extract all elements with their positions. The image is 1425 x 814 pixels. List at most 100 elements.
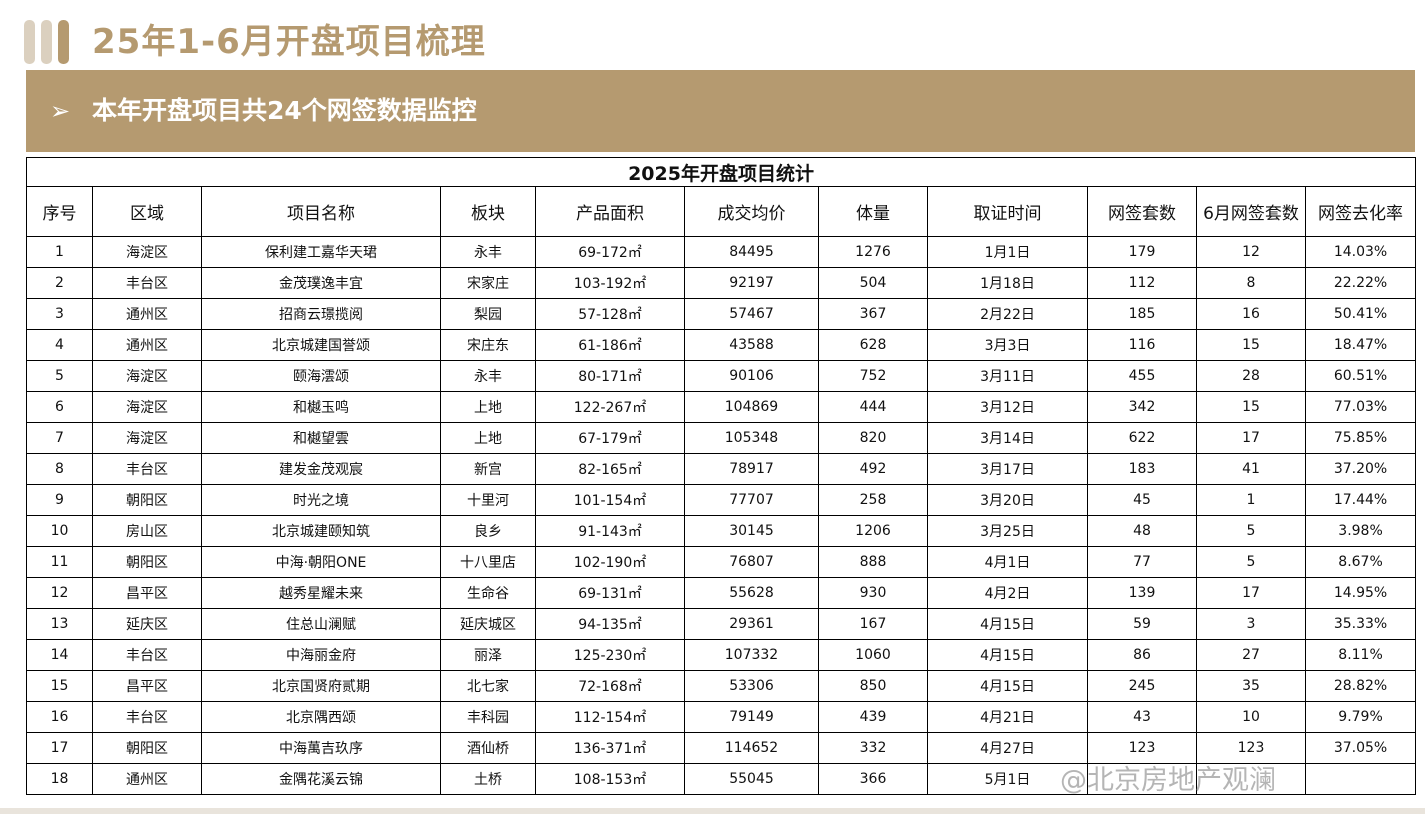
table-cell: 4月15日: [927, 639, 1088, 671]
table-cell: 海淀区: [92, 360, 202, 392]
column-header: 项目名称: [201, 186, 441, 237]
table-row: 10 房山区 北京城建颐知筑 良乡 91-143㎡ 30145 1206 3月25日 48 5 3.…: [26, 515, 1417, 547]
banner-text: 本年开盘项目共24个网签数据监控: [92, 96, 477, 125]
table-cell: 439: [818, 701, 928, 733]
table-cell: 30145: [684, 515, 819, 547]
table-cell: 628: [818, 329, 928, 361]
table-cell: 77: [1087, 546, 1197, 578]
table-cell: 12: [26, 577, 93, 609]
table-cell: 永丰: [440, 236, 536, 268]
table-cell: 北京城建国誉颂: [201, 329, 441, 361]
table-cell: 新宫: [440, 453, 536, 485]
table-cell: 15: [1196, 329, 1306, 361]
table-cell: 78917: [684, 453, 819, 485]
column-header: 板块: [440, 186, 536, 237]
table-cell: 颐海澐颂: [201, 360, 441, 392]
table-cell: 125-230㎡: [535, 639, 685, 671]
table-cell: 中海丽金府: [201, 639, 441, 671]
table-cell: 4月27日: [927, 732, 1088, 764]
table-cell: 37.05%: [1304, 732, 1417, 764]
table-cell: 延庆城区: [440, 608, 536, 640]
table-cell: 185: [1087, 298, 1197, 330]
table-cell: 8: [1196, 267, 1306, 299]
table-cell: 1月1日: [927, 236, 1088, 268]
table-cell: 7: [26, 422, 93, 454]
table-cell: 123: [1196, 732, 1306, 764]
table-cell: 14.95%: [1304, 577, 1417, 609]
table-cell: 366: [818, 763, 928, 795]
table-cell: 6: [26, 391, 93, 423]
table-body: 1 海淀区 保利建工嘉华天珺 永丰 69-172㎡ 84495 1276 1月1日 179 12 1…: [26, 236, 1417, 795]
table-cell: 86: [1087, 639, 1197, 671]
table-row: 1 海淀区 保利建工嘉华天珺 永丰 69-172㎡ 84495 1276 1月1日 179 12 1…: [26, 236, 1417, 268]
table-cell: 69-131㎡: [535, 577, 685, 609]
table-cell: 55045: [684, 763, 819, 795]
table-cell: 28.82%: [1304, 670, 1417, 702]
table-cell: 金茂璞逸丰宜: [201, 267, 441, 299]
table-cell: 北京隅西颂: [201, 701, 441, 733]
table-cell: 延庆区: [92, 608, 202, 640]
table-cell: 444: [818, 391, 928, 423]
table-cell: 4月21日: [927, 701, 1088, 733]
table-cell: 455: [1087, 360, 1197, 392]
table-cell: 850: [818, 670, 928, 702]
table-cell: 和樾望雲: [201, 422, 441, 454]
table-cell: 上地: [440, 422, 536, 454]
table-cell: 招商云璟揽阅: [201, 298, 441, 330]
table-cell: 5: [1196, 515, 1306, 547]
table-row: 11 朝阳区 中海·朝阳ONE 十八里店 102-190㎡ 76807 888 4月1日 77 5…: [26, 546, 1417, 578]
table-row: 6 海淀区 和樾玉鸣 上地 122-267㎡ 104869 444 3月12日 342 15 77.…: [26, 391, 1417, 423]
table-cell: 179: [1087, 236, 1197, 268]
table-cell: 1060: [818, 639, 928, 671]
column-header: 序号: [26, 186, 93, 237]
table-row: 16 丰台区 北京隅西颂 丰科园 112-154㎡ 79149 439 4月21日 43 10 9.…: [26, 701, 1417, 733]
arrow-bullet-icon: ➢: [50, 97, 71, 125]
table-cell: 16: [26, 701, 93, 733]
table-cell: 1206: [818, 515, 928, 547]
column-header: 网签套数: [1087, 186, 1197, 237]
table-cell: 3月14日: [927, 422, 1088, 454]
table-cell: 17: [26, 732, 93, 764]
table-cell: 中海萬吉玖序: [201, 732, 441, 764]
table-cell: 112: [1087, 267, 1197, 299]
table-cell: 183: [1087, 453, 1197, 485]
table-header-row: 序号 区域 项目名称 板块 产品面积 成交均价 体量 取证时间 网签套数 6月网签套数 网签去化率: [26, 186, 1417, 237]
table-row: 4 通州区 北京城建国誉颂 宋庄东 61-186㎡ 43588 628 3月3日 116 15 18…: [26, 329, 1417, 361]
table-cell: 上地: [440, 391, 536, 423]
table-cell: 丰台区: [92, 639, 202, 671]
table-cell: 104869: [684, 391, 819, 423]
table-cell: 海淀区: [92, 236, 202, 268]
table-cell: 43: [1087, 701, 1197, 733]
table-cell: 79149: [684, 701, 819, 733]
table-cell: 82-165㎡: [535, 453, 685, 485]
table-cell: 57-128㎡: [535, 298, 685, 330]
section-banner: ➢ 本年开盘项目共24个网签数据监控: [26, 70, 1415, 152]
project-statistics-table: 2025年开盘项目统计 序号 区域 项目名称 板块 产品面积 成交均价 体量 取证时间 网签套数…: [25, 157, 1417, 795]
table-cell: 十八里店: [440, 546, 536, 578]
table-cell: 930: [818, 577, 928, 609]
table-cell: 保利建工嘉华天珺: [201, 236, 441, 268]
table-cell: 41: [1196, 453, 1306, 485]
table-cell: 48: [1087, 515, 1197, 547]
table-cell: 4月1日: [927, 546, 1088, 578]
bottom-divider: [0, 808, 1425, 814]
table-cell: 18.47%: [1304, 329, 1417, 361]
table-cell: 丽泽: [440, 639, 536, 671]
table-cell: 53306: [684, 670, 819, 702]
table-cell: 17: [1196, 422, 1306, 454]
table-cell: 3: [26, 298, 93, 330]
table-cell: 北京城建颐知筑: [201, 515, 441, 547]
column-header: 取证时间: [927, 186, 1088, 237]
table-cell: 15: [26, 670, 93, 702]
table-cell: 77707: [684, 484, 819, 516]
table-cell: 123: [1087, 732, 1197, 764]
table-cell: 宋家庄: [440, 267, 536, 299]
table-cell: 1276: [818, 236, 928, 268]
table-cell: 4月2日: [927, 577, 1088, 609]
table-cell: 9.79%: [1304, 701, 1417, 733]
table-cell: 367: [818, 298, 928, 330]
table-cell: 4月15日: [927, 670, 1088, 702]
table-cell: 622: [1087, 422, 1197, 454]
table-cell: 122-267㎡: [535, 391, 685, 423]
table-cell: 105348: [684, 422, 819, 454]
